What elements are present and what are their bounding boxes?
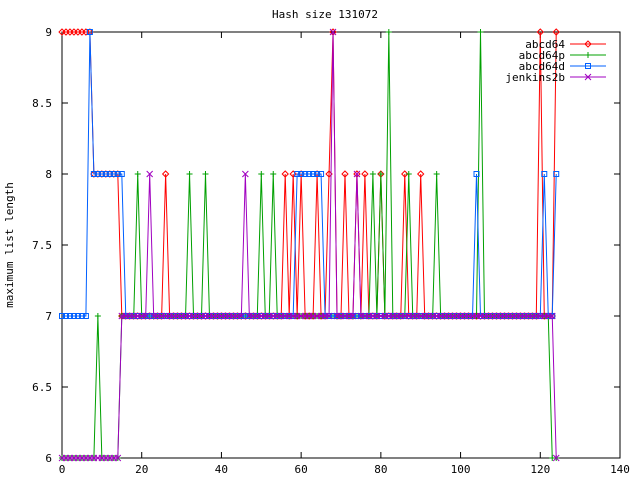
data-point-abcd64d xyxy=(242,313,249,319)
data-point-abcd64d xyxy=(106,171,113,177)
x-tick-label: 0 xyxy=(59,463,66,476)
data-point-abcd64p xyxy=(258,171,265,177)
y-axis-label: maximum list length xyxy=(3,182,16,308)
data-point-abcd64d xyxy=(118,171,125,177)
data-point-abcd64d xyxy=(473,171,480,177)
data-point-abcd64p xyxy=(369,171,376,177)
data-point-abcd64d xyxy=(74,313,81,319)
x-tick-label: 80 xyxy=(374,463,387,476)
data-point-abcd64d xyxy=(298,171,305,177)
data-point-abcd64d xyxy=(330,313,337,319)
data-point-abcd64d xyxy=(59,313,65,319)
series-jenkins2b xyxy=(58,28,560,462)
data-point-abcd64p xyxy=(405,171,412,177)
data-point-jenkins2b xyxy=(349,312,357,320)
data-point-abcd64 xyxy=(401,170,409,178)
data-point-abcd64d xyxy=(310,171,317,177)
data-point-jenkins2b xyxy=(325,312,333,320)
data-point-abcd64d xyxy=(553,171,560,177)
data-point-abcd64 xyxy=(552,28,560,36)
data-point-abcd64d xyxy=(314,171,321,177)
data-point-abcd64 xyxy=(417,170,425,178)
data-point-abcd64 xyxy=(281,170,289,178)
data-point-abcd64d xyxy=(353,313,360,319)
y-tick-label: 7 xyxy=(45,310,52,323)
data-point-abcd64p xyxy=(134,171,141,177)
legend-label: jenkins2b xyxy=(505,71,565,84)
data-point-abcd64d xyxy=(90,171,97,177)
data-point-abcd64 xyxy=(161,170,170,178)
data-point-abcd64p xyxy=(377,171,384,177)
data-point-abcd64p xyxy=(385,29,392,35)
data-point-abcd64d xyxy=(318,171,325,177)
data-point-abcd64p xyxy=(186,171,193,177)
data-point-abcd64p xyxy=(94,313,101,319)
x-tick-label: 60 xyxy=(295,463,308,476)
y-tick-label: 6 xyxy=(45,452,52,465)
data-point-abcd64 xyxy=(361,170,369,178)
series-abcd64p xyxy=(59,29,560,461)
data-point-jenkins2b xyxy=(146,170,154,178)
x-tick-label: 140 xyxy=(610,463,630,476)
chart-title: Hash size 131072 xyxy=(272,8,378,21)
legend-swatch-marker xyxy=(584,73,592,81)
x-tick-label: 100 xyxy=(451,463,471,476)
data-point-jenkins2b xyxy=(238,312,245,320)
y-tick-label: 9 xyxy=(45,26,52,39)
x-tick-label: 40 xyxy=(215,463,228,476)
legend-swatch-marker xyxy=(585,52,591,58)
data-point-jenkins2b xyxy=(548,312,556,320)
legend-label: abcd64 xyxy=(525,38,565,51)
data-point-abcd64 xyxy=(536,28,544,36)
data-point-jenkins2b xyxy=(552,454,560,462)
data-point-abcd64p xyxy=(270,171,277,177)
data-point-abcd64d xyxy=(146,313,153,319)
data-point-abcd64d xyxy=(294,171,301,177)
legend-label: abcd64p xyxy=(519,49,565,62)
data-point-abcd64d xyxy=(302,171,309,177)
legend-swatch-marker xyxy=(584,40,592,48)
x-tick-label: 120 xyxy=(530,463,550,476)
data-point-abcd64d xyxy=(306,171,313,177)
data-point-abcd64d xyxy=(82,313,89,319)
data-point-abcd64d xyxy=(114,171,121,177)
data-point-abcd64 xyxy=(289,170,297,178)
x-tick-label: 20 xyxy=(135,463,148,476)
plot-border xyxy=(61,31,621,459)
data-point-abcd64p xyxy=(433,171,440,177)
data-point-jenkins2b xyxy=(241,170,249,178)
data-point-jenkins2b xyxy=(353,170,361,178)
data-point-abcd64d xyxy=(541,171,548,177)
data-point-abcd64d xyxy=(94,171,101,177)
data-point-jenkins2b xyxy=(329,28,337,36)
data-point-abcd64d xyxy=(78,313,85,319)
data-point-abcd64d xyxy=(70,313,77,319)
data-point-abcd64p xyxy=(202,171,209,177)
data-point-abcd64p xyxy=(477,29,484,35)
legend-label: abcd64d xyxy=(519,60,565,73)
y-tick-label: 7.5 xyxy=(32,239,52,252)
series-line-abcd64p xyxy=(62,31,557,459)
series-group xyxy=(58,28,560,462)
axis-ticks: 0 20 40 60 80 100 120 140 6 6.5 7 7.5 8 8.5 9 xyxy=(32,26,630,476)
data-point-abcd64d xyxy=(86,29,93,35)
y-tick-label: 6.5 xyxy=(32,381,52,394)
plot-frame xyxy=(61,31,621,459)
data-point-abcd64 xyxy=(341,170,349,178)
data-point-abcd64d xyxy=(66,313,73,319)
data-point-jenkins2b xyxy=(114,454,122,462)
data-point-jenkins2b xyxy=(142,312,150,320)
data-point-abcd64d xyxy=(102,171,109,177)
data-point-abcd64d xyxy=(98,171,105,177)
y-tick-label: 8 xyxy=(45,168,52,181)
legend-swatch-marker xyxy=(585,63,591,69)
y-tick-label: 8.5 xyxy=(32,97,52,110)
data-point-abcd64d xyxy=(62,313,69,319)
data-point-abcd64d xyxy=(110,171,117,177)
